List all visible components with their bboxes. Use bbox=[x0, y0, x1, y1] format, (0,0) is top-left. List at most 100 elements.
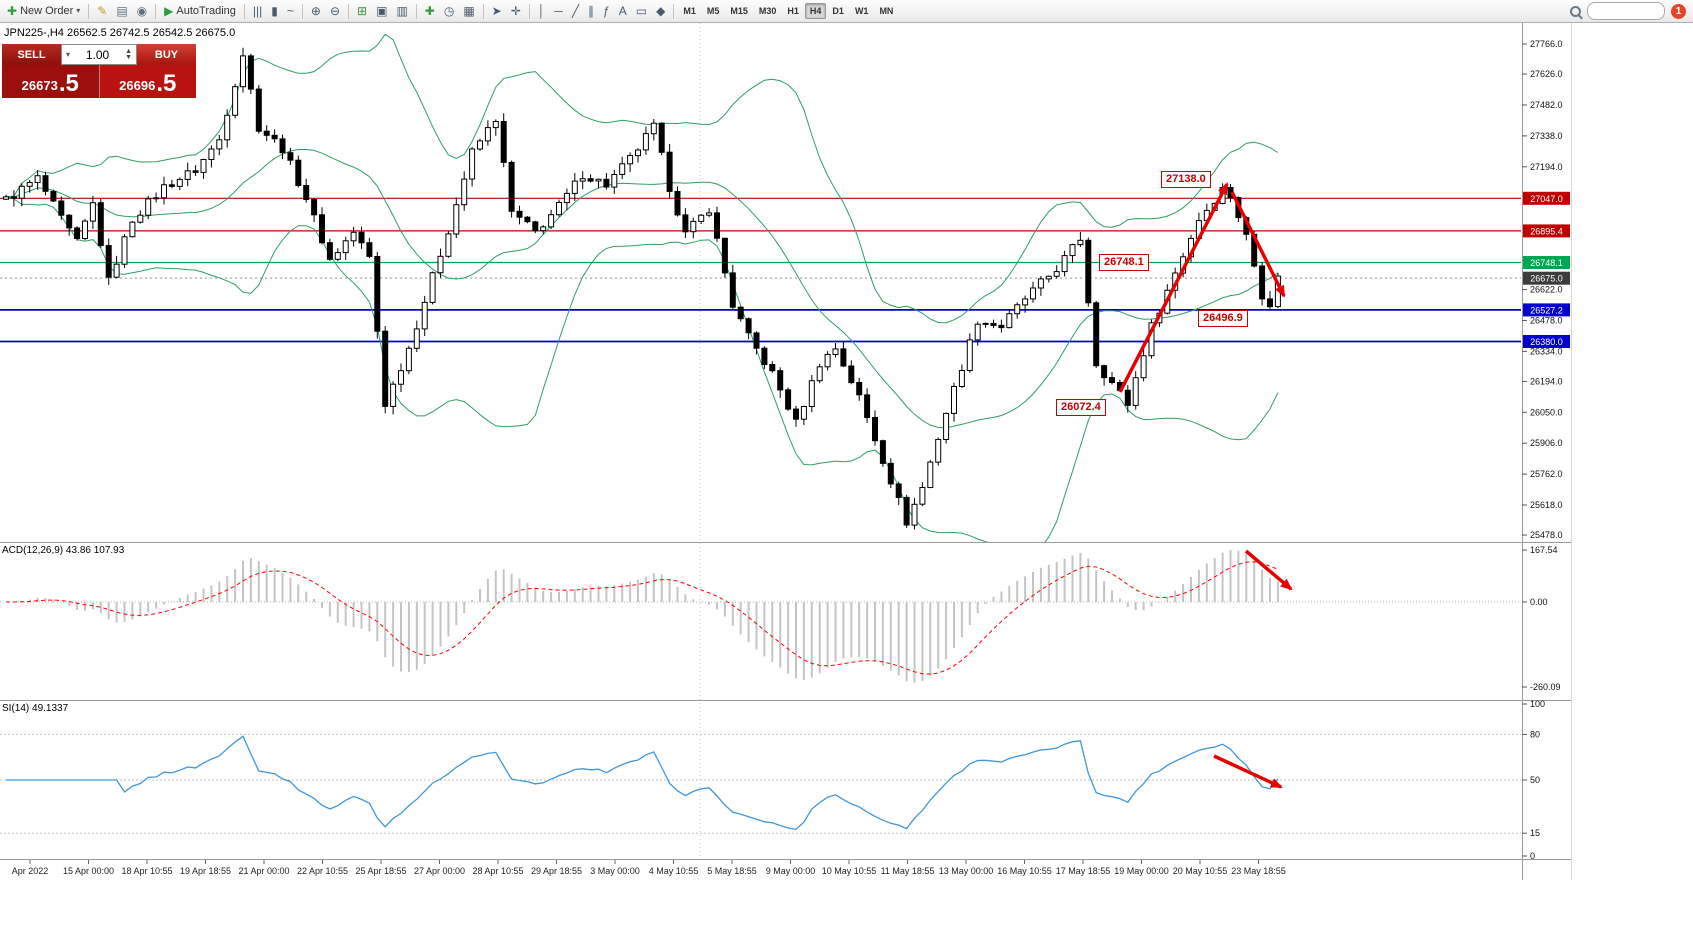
trend-arrow[interactable] bbox=[1213, 754, 1283, 789]
price-axis-label: 26478.0 bbox=[1530, 316, 1563, 326]
data-window-icon[interactable]: ◉ bbox=[133, 1, 151, 22]
trend-arrow[interactable] bbox=[1244, 549, 1293, 591]
vertical-line-icon[interactable]: │ bbox=[534, 1, 550, 22]
add-indicator-icon: ✚ bbox=[424, 4, 435, 18]
volume-box: ▾ ▲ ▼ bbox=[61, 44, 137, 65]
timeframe-m1[interactable]: M1 bbox=[683, 6, 696, 16]
buy-price[interactable]: 26696 .5 bbox=[99, 65, 196, 98]
toolbar-separator bbox=[88, 3, 90, 19]
trend-arrows[interactable] bbox=[1118, 182, 1293, 789]
price-annotation[interactable]: 26748.1 bbox=[1099, 254, 1149, 271]
price-annotation[interactable]: 27138.0 bbox=[1161, 171, 1211, 188]
price-tag bbox=[1523, 224, 1570, 238]
fibonacci-icon: ƒ bbox=[603, 4, 610, 18]
label-icon[interactable]: ▭ bbox=[632, 1, 651, 22]
sell-price[interactable]: 26673 .5 bbox=[2, 65, 100, 98]
cascade-windows-icon: ▣ bbox=[376, 4, 388, 18]
time-axis-label: 27 Apr 00:00 bbox=[414, 866, 465, 876]
crosshair-icon[interactable]: ✛ bbox=[507, 1, 525, 22]
time-axis-label: 9 May 00:00 bbox=[766, 866, 816, 876]
search-input[interactable] bbox=[1594, 4, 1658, 18]
rsi-scale-label: 50 bbox=[1530, 775, 1540, 785]
trend-arrow[interactable] bbox=[1118, 182, 1229, 393]
price-tag bbox=[1523, 303, 1570, 317]
toolbar-separator bbox=[243, 3, 245, 19]
horizontal-lines[interactable] bbox=[0, 197, 1521, 343]
publish-icon[interactable]: ✎ bbox=[93, 1, 111, 22]
tile-windows-icon[interactable]: ⊞ bbox=[353, 1, 371, 22]
notification-badge[interactable]: 1 bbox=[1671, 3, 1686, 19]
autotrading-label: AutoTrading bbox=[176, 5, 236, 17]
text-icon: A bbox=[618, 4, 627, 18]
horizontal-line-icon[interactable]: ─ bbox=[550, 1, 567, 22]
macd-indicator-label: ACD(12,26,9) 43.86 107.93 bbox=[2, 545, 125, 556]
candlestick-chart-type-icon[interactable]: ▮ bbox=[267, 1, 282, 22]
channel-icon: ∥ bbox=[588, 4, 595, 18]
timeframe-w1[interactable]: W1 bbox=[854, 6, 869, 16]
timeframe-m30[interactable]: M30 bbox=[758, 6, 777, 16]
zoom-in-icon[interactable]: ⊕ bbox=[307, 1, 325, 22]
price-axis[interactable]: 27766.0 27626.0 27482.0 27338.0 27194.0 26622… bbox=[1522, 39, 1570, 861]
time-axis-label: 19 Apr 18:55 bbox=[180, 866, 231, 876]
sell-price-main: 26673 bbox=[21, 78, 58, 93]
tile-windows-icon: ⊞ bbox=[357, 4, 368, 18]
cursor-icon[interactable]: ➤ bbox=[488, 1, 506, 22]
search-box bbox=[1587, 2, 1665, 20]
text-icon[interactable]: A bbox=[615, 1, 631, 22]
new-order-button[interactable]: ✚ New Order ▾ bbox=[3, 1, 84, 22]
timeframe-h4[interactable]: H4 bbox=[804, 3, 827, 19]
cascade-windows-icon[interactable]: ▣ bbox=[372, 1, 391, 22]
bar-chart-type-icon[interactable]: ||| bbox=[249, 1, 266, 22]
fibonacci-icon[interactable]: ƒ bbox=[599, 1, 614, 22]
templates-icon[interactable]: ▦ bbox=[459, 1, 478, 22]
time-axis[interactable]: Apr 2022 15 Apr 00:00 18 Apr 10:55 19 Apr 1… bbox=[12, 860, 1286, 876]
price-tag bbox=[1523, 335, 1570, 348]
volume-stepper[interactable]: ▲ ▼ bbox=[123, 47, 134, 61]
rsi-scale-label: 80 bbox=[1530, 729, 1540, 739]
timeframe-m15[interactable]: M15 bbox=[730, 6, 748, 16]
periods-icon[interactable]: ◷ bbox=[440, 1, 458, 22]
indicator-panels bbox=[0, 550, 1521, 834]
price-tag bbox=[1523, 256, 1570, 269]
zoom-out-icon[interactable]: ⊖ bbox=[326, 1, 344, 22]
add-indicator-icon[interactable]: ✚ bbox=[421, 1, 439, 22]
volume-input[interactable] bbox=[72, 46, 124, 63]
toolbar-right: 1 bbox=[1570, 2, 1690, 20]
trend-arrow[interactable] bbox=[1230, 191, 1286, 298]
chart-canvas[interactable]: 27766.0 27626.0 27482.0 27338.0 27194.0 26622… bbox=[0, 23, 1572, 880]
line-chart-type-icon[interactable]: ~ bbox=[283, 1, 298, 22]
new-order-dropdown-icon: ▾ bbox=[76, 6, 81, 15]
shapes-icon[interactable]: ◆ bbox=[652, 1, 669, 22]
channel-icon[interactable]: ∥ bbox=[584, 1, 598, 22]
trendline-icon[interactable]: ╱ bbox=[568, 1, 583, 22]
data-window-icon: ◉ bbox=[136, 4, 148, 18]
bar-chart-type-icon: ||| bbox=[252, 4, 263, 18]
price-axis-label: 25762.0 bbox=[1530, 469, 1563, 479]
price-annotation[interactable]: 26072.4 bbox=[1056, 399, 1106, 416]
print-icon[interactable]: ▤ bbox=[112, 1, 131, 22]
price-tag-label: 26527.2 bbox=[1530, 305, 1563, 315]
volume-up-icon[interactable]: ▲ bbox=[125, 47, 132, 55]
buy-button[interactable]: BUY bbox=[137, 44, 196, 65]
autotrading-button[interactable]: ▶ AutoTrading bbox=[160, 1, 240, 22]
line-chart-type-icon: ~ bbox=[286, 4, 294, 18]
arrange-windows-icon[interactable]: ▥ bbox=[392, 1, 411, 22]
timeframe-mn[interactable]: MN bbox=[879, 6, 894, 16]
candles bbox=[3, 47, 1281, 530]
search-icon bbox=[1570, 5, 1581, 17]
timeframe-h1[interactable]: H1 bbox=[787, 6, 799, 16]
macd-scale-label: 167.54 bbox=[1530, 545, 1558, 555]
toolbar-separator bbox=[528, 3, 530, 19]
price-annotation[interactable]: 26496.9 bbox=[1198, 310, 1248, 327]
sell-button[interactable]: SELL bbox=[2, 44, 61, 65]
price-axis-label: 25906.0 bbox=[1530, 438, 1563, 448]
time-axis-label: 18 Apr 10:55 bbox=[121, 866, 172, 876]
templates-icon: ▦ bbox=[463, 4, 475, 18]
timeframe-m5[interactable]: M5 bbox=[706, 6, 720, 16]
volume-down-icon[interactable]: ▼ bbox=[125, 53, 132, 61]
macd-scale-label: -260.09 bbox=[1530, 682, 1561, 692]
time-axis-label: 25 Apr 18:55 bbox=[355, 866, 406, 876]
timeframe-d1[interactable]: D1 bbox=[832, 6, 844, 16]
volume-dropdown-icon[interactable]: ▾ bbox=[66, 50, 71, 59]
arrange-windows-icon: ▥ bbox=[396, 4, 408, 18]
